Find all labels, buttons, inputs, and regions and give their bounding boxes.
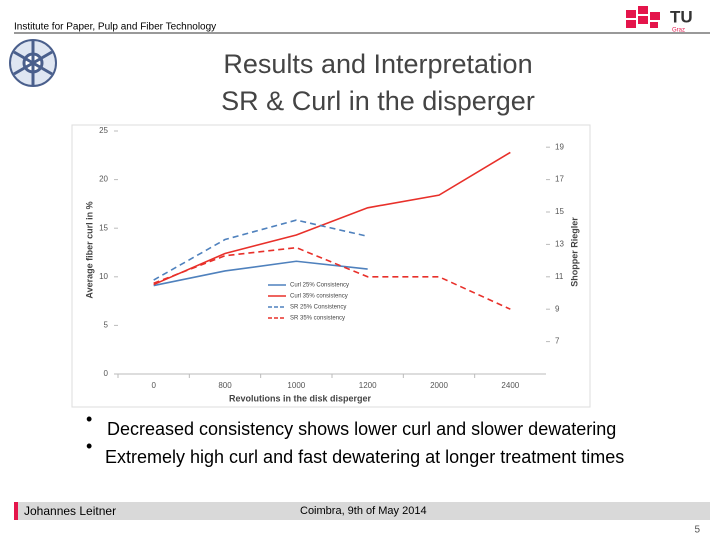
series-line (153, 260, 368, 287)
logo (626, 6, 660, 28)
x-tick-label: 800 (218, 381, 232, 390)
x-axis-label: Revolutions in the disk disperger (229, 393, 372, 403)
footer-author: Johannes Leitner (24, 504, 116, 518)
footer-bar (14, 502, 710, 520)
x-tick-label: 2400 (501, 381, 519, 390)
x-tick-label: 0 (151, 381, 156, 390)
chart-frame (71, 124, 591, 408)
bullet-dot: • (86, 409, 92, 429)
y2-tick-label: 19 (555, 142, 564, 151)
x-tick-label: 1000 (287, 381, 305, 390)
bullet: Decreased consistency shows lower curl a… (107, 419, 616, 439)
y-tick-label: 10 (99, 272, 108, 281)
y2-tick-label: 9 (555, 304, 560, 313)
footer-accent (14, 502, 18, 520)
y2-axis-label: Shopper Riegler (569, 217, 579, 287)
bullet-wrap: Extremely high curl and fast dewatering … (105, 447, 625, 467)
bullet-dot: • (86, 436, 92, 456)
legend-label: Curl 35% consistency (290, 294, 348, 300)
x-tick-label: 2000 (430, 381, 448, 390)
y-tick-label: 15 (99, 223, 108, 232)
legend-label: SR 25% Consistency (290, 305, 346, 311)
y2-tick-label: 7 (555, 337, 560, 346)
logo-text: TU (670, 7, 693, 26)
y2-tick-label: 15 (555, 207, 564, 216)
legend-label: Curl 25% Consistency (290, 283, 349, 289)
x-tick-label: 1200 (359, 381, 377, 390)
y-tick-label: 0 (104, 369, 109, 378)
series-line (153, 151, 511, 286)
title-line: Results and Interpretation (223, 49, 532, 79)
series-line (153, 246, 511, 310)
y-tick-label: 20 (99, 175, 108, 184)
title-line: SR & Curl in the disperger (221, 86, 535, 116)
page-number: 5 (694, 525, 700, 536)
y2-tick-label: 17 (555, 175, 564, 184)
footer-event: Coimbra, 9th of May 2014 (300, 505, 427, 517)
y-tick-label: 5 (104, 321, 109, 330)
institute: Institute for Paper, Pulp and Fiber Tech… (14, 22, 216, 33)
bullet: Extremely high curl and fast dewatering … (105, 447, 625, 467)
series-line (153, 219, 368, 281)
legend-label: SR 35% consistency (290, 316, 345, 322)
y-tick-label: 25 (99, 126, 108, 135)
y-axis-label: Average fiber curl in % (84, 201, 94, 298)
y2-tick-label: 13 (555, 240, 564, 249)
y2-tick-label: 11 (555, 272, 564, 281)
logo-sub: Graz (672, 28, 685, 34)
emblem (9, 39, 57, 87)
